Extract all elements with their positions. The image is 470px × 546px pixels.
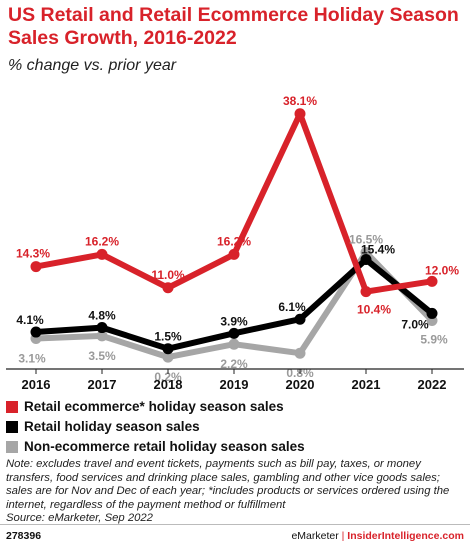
series-layer <box>30 108 438 363</box>
data-label: 3.5% <box>88 349 116 363</box>
data-point <box>162 351 174 363</box>
data-label: 4.1% <box>16 313 44 327</box>
legend-item-ecommerce: Retail ecommerce* holiday season sales <box>6 398 461 415</box>
line-chart: 14.3% 16.2% 11.0% 16.2% 38.1% 10.4% 12.0% 4.1% 4… <box>6 94 464 392</box>
data-label: 3.9% <box>220 314 248 328</box>
footer-divider <box>0 524 470 525</box>
source-text: Source: eMarketer, Sep 2022 <box>6 512 153 525</box>
brand-emarketer: eMarketer <box>291 530 339 542</box>
data-point <box>360 286 372 298</box>
footnote: Note: excludes travel and event tickets,… <box>6 458 466 526</box>
data-point <box>426 307 438 319</box>
x-tick-label: 2016 <box>22 377 51 392</box>
data-label: 0.2% <box>154 370 182 384</box>
data-point <box>228 327 240 339</box>
data-label: 12.0% <box>425 263 459 277</box>
data-point <box>228 248 240 260</box>
brand-separator: | <box>341 530 345 542</box>
data-point <box>30 326 42 338</box>
legend: Retail ecommerce* holiday season sales R… <box>6 398 461 458</box>
data-label: 16.5% <box>349 232 383 246</box>
data-label: 1.5% <box>154 330 182 344</box>
data-point <box>294 313 306 325</box>
brand-credit: eMarketer | InsiderIntelligence.com <box>291 530 464 542</box>
data-label: 16.2% <box>217 234 251 248</box>
x-tick-label: 2017 <box>88 377 117 392</box>
data-label: 5.9% <box>420 332 448 346</box>
data-point <box>96 330 108 342</box>
data-point <box>162 282 174 294</box>
legend-item-non-ecommerce: Non-ecommerce retail holiday season sale… <box>6 438 461 455</box>
data-point <box>96 322 108 334</box>
legend-label: Non-ecommerce retail holiday season sale… <box>24 439 305 454</box>
data-label: 14.3% <box>16 247 50 261</box>
data-label: 38.1% <box>283 94 317 108</box>
chart-subtitle: % change vs. prior year <box>8 57 177 74</box>
legend-swatch-black <box>6 420 18 433</box>
data-point <box>426 275 438 287</box>
legend-label: Retail ecommerce* holiday season sales <box>24 399 284 414</box>
chart-title: US Retail and Retail Ecommerce Holiday S… <box>8 4 459 49</box>
chart-id: 278396 <box>6 530 42 542</box>
data-point <box>294 347 306 359</box>
note-text: Note: excludes travel and event tickets,… <box>6 458 450 511</box>
data-label: 11.0% <box>151 268 185 282</box>
x-tick-label: 2021 <box>352 377 381 392</box>
data-label: 4.8% <box>88 309 116 323</box>
brand-insider-intelligence: InsiderIntelligence.com <box>347 530 464 542</box>
x-tick-label: 2018 <box>154 377 183 392</box>
x-tick-label: 2019 <box>220 377 249 392</box>
data-label: 15.4% <box>361 243 395 257</box>
x-tick-layer: 2016 2017 2018 2019 2020 2021 2022 <box>22 369 447 392</box>
x-tick-label: 2020 <box>286 377 315 392</box>
data-label: 10.4% <box>357 303 391 317</box>
legend-item-retail: Retail holiday season sales <box>6 418 461 435</box>
data-point <box>30 261 42 273</box>
data-point <box>360 254 372 266</box>
data-point <box>228 338 240 350</box>
legend-swatch-red <box>6 400 18 413</box>
data-label-layer: 14.3% 16.2% 11.0% 16.2% 38.1% 10.4% 12.0% 4.1% 4… <box>16 94 459 384</box>
data-label: 6.1% <box>278 300 306 314</box>
legend-label: Retail holiday season sales <box>24 419 200 434</box>
data-point <box>96 248 108 260</box>
data-point <box>294 108 306 120</box>
data-label: 7.0% <box>401 317 429 331</box>
x-tick-label: 2022 <box>418 377 447 392</box>
legend-swatch-gray <box>6 440 18 453</box>
data-label: 3.1% <box>18 351 46 365</box>
data-label: 2.2% <box>220 357 248 371</box>
data-point <box>162 343 174 355</box>
data-label: 16.2% <box>85 234 119 248</box>
